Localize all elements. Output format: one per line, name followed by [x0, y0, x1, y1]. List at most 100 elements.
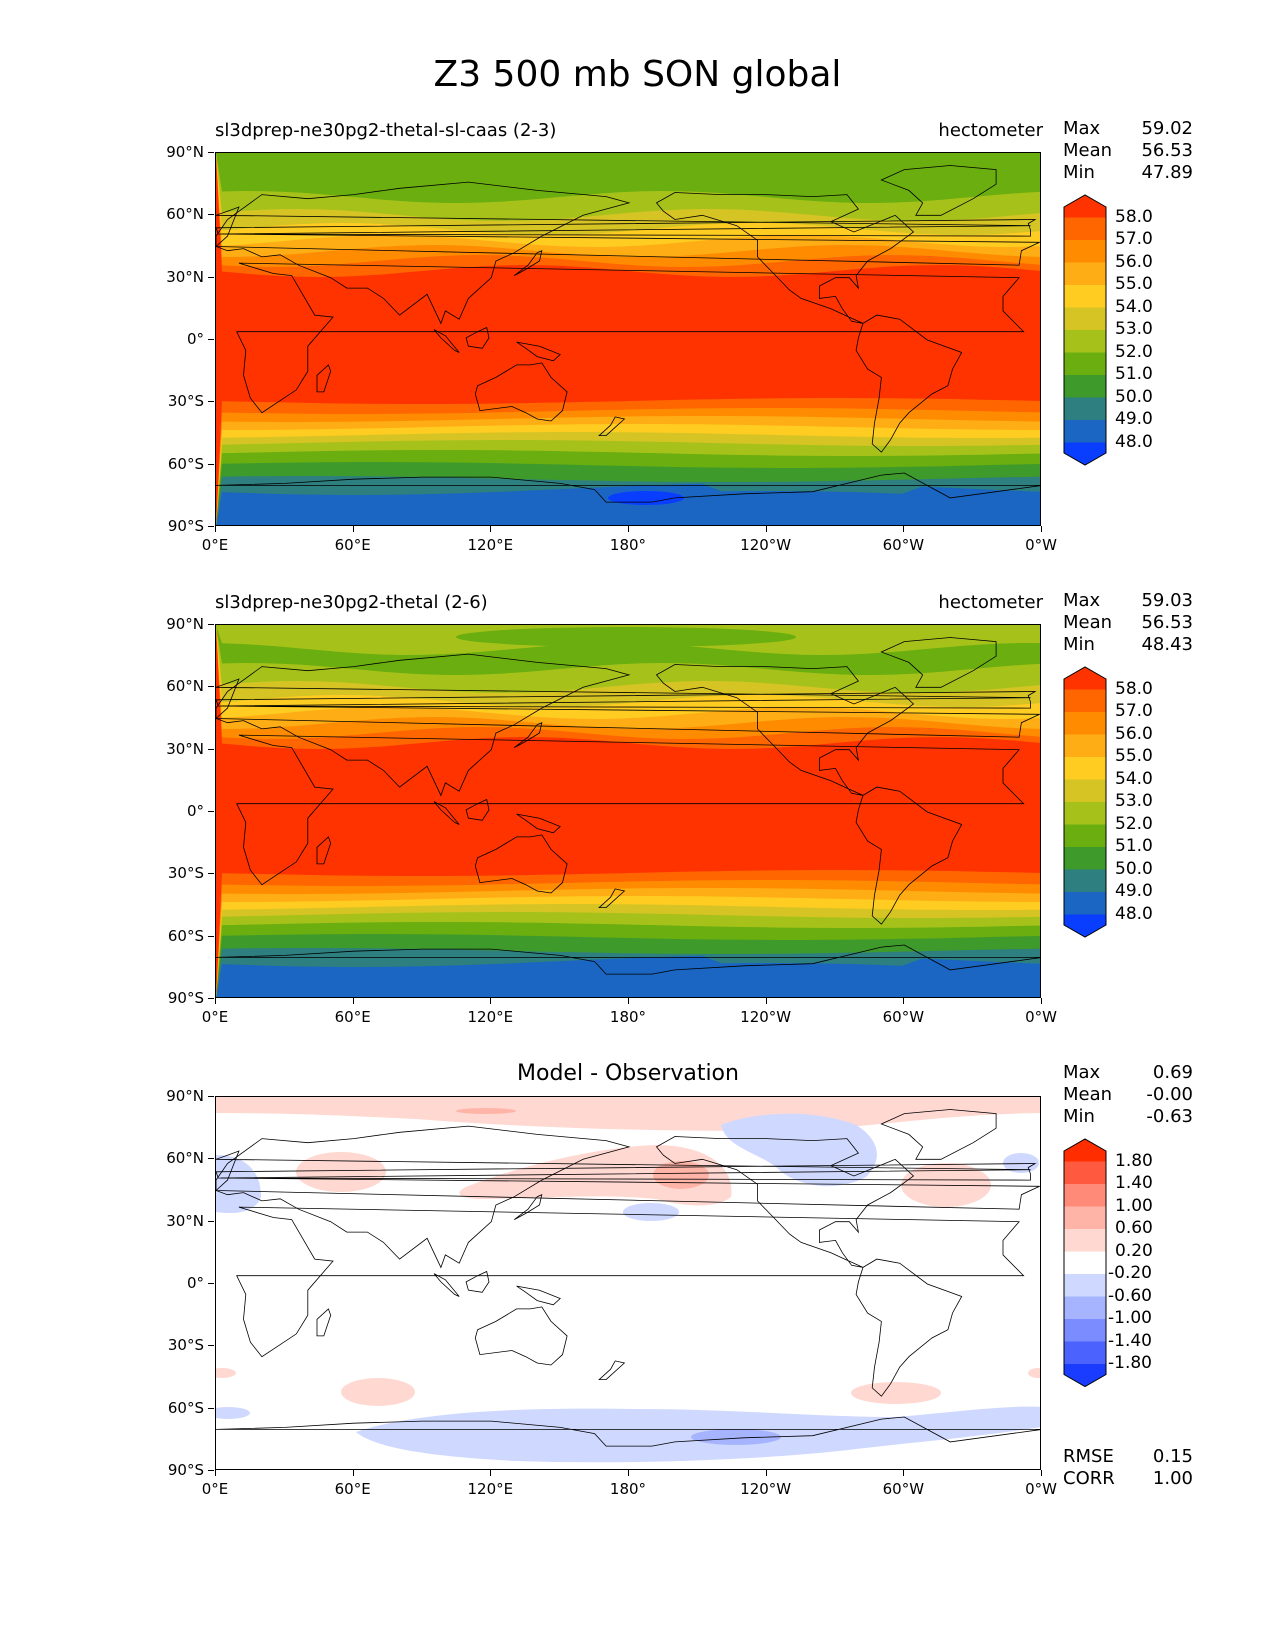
colorbar-label: 53.0	[1115, 319, 1153, 339]
x-tick	[215, 526, 216, 532]
colorbar-segment	[1064, 734, 1106, 757]
coastline-africa	[236, 262, 1025, 414]
y-tick-label: 30°S	[167, 392, 204, 411]
coastline-africa	[236, 1206, 1025, 1358]
y-tick	[208, 463, 214, 465]
x-tick-label: 120°W	[740, 1480, 792, 1498]
x-tick-label: 0°W	[1025, 1480, 1057, 1498]
coastline-nz	[598, 888, 626, 909]
x-tick	[903, 526, 905, 532]
colorbar-label: 0.60	[1115, 1218, 1153, 1238]
y-tick	[208, 873, 214, 875]
coastline-namerica	[655, 192, 915, 324]
colorbar-segment	[1064, 240, 1106, 263]
colorbar-segment	[1064, 689, 1106, 712]
colorbar-label: 57.0	[1115, 701, 1153, 721]
corr-value: 1.00	[1152, 1468, 1193, 1489]
coastline-eurasia	[216, 653, 631, 797]
corr-label: CORR	[1063, 1468, 1115, 1489]
coastline-japan	[514, 722, 543, 748]
colorbar-segment	[1064, 802, 1106, 825]
x-tick	[352, 1470, 354, 1476]
x-tick-label: 180°	[609, 1480, 647, 1498]
colorbar-label: 1.00	[1115, 1195, 1153, 1216]
panel-title: sl3dprep-ne30pg2-thetal (2-6)	[215, 592, 488, 613]
y-tick-label: 30°N	[166, 1211, 204, 1230]
y-tick-label: 30°S	[167, 1336, 204, 1355]
coastline-eurasia	[216, 1125, 631, 1269]
coastline-nz	[598, 416, 626, 437]
coastline-britain	[216, 1163, 1037, 1181]
y-tick-label: 60°S	[167, 926, 204, 945]
coastline-madagascar	[316, 1308, 332, 1337]
y-tick	[208, 1345, 214, 1347]
colorbar-segment	[1064, 330, 1106, 353]
y-tick-label: 60°S	[167, 1398, 204, 1417]
colorbar-label: -1.40	[1108, 1330, 1152, 1351]
field-band	[459, 1145, 732, 1206]
coastline-britain	[216, 691, 1037, 709]
max-value: 0.69	[1152, 1062, 1193, 1083]
x-tick	[215, 1470, 216, 1476]
colorbar-segment	[1064, 195, 1106, 218]
min-label: Min	[1063, 634, 1095, 655]
coastline-japan	[514, 250, 543, 276]
coastline-antarctica	[216, 944, 1040, 975]
coastline-namerica	[655, 664, 915, 796]
colorbar-outline	[1063, 194, 1107, 466]
colorbar-segment	[1064, 1341, 1106, 1364]
colorbar-label: -0.60	[1108, 1285, 1152, 1306]
coastline-britain	[216, 219, 1037, 237]
x-tick-label: 0°W	[1025, 1008, 1057, 1026]
coastline-eurasia	[216, 181, 631, 325]
figure-title: Z3 500 mb SON global	[433, 54, 842, 95]
x-tick-label: 0°E	[201, 536, 229, 554]
colorbar-segment	[1064, 847, 1106, 870]
coastline-borneo	[465, 1270, 490, 1293]
y-tick	[208, 748, 214, 750]
y-tick	[208, 276, 214, 278]
coastline-borneo	[465, 798, 490, 821]
field-band	[851, 1382, 941, 1404]
coastline-borneo	[465, 326, 490, 349]
y-tick-label: 30°S	[167, 864, 204, 883]
stats-box: Max 59.03 Mean 56.53 Min 48.43	[1063, 590, 1193, 656]
y-tick	[208, 526, 214, 527]
colorbar-outline	[1063, 1138, 1107, 1388]
contour-map	[215, 624, 1041, 998]
min-value: 48.43	[1141, 634, 1193, 655]
coastline-samerica	[855, 314, 963, 453]
colorbar-label: 49.0	[1115, 409, 1153, 429]
x-tick	[352, 526, 354, 532]
y-tick-label: 90°N	[166, 1087, 204, 1105]
x-tick	[1041, 526, 1042, 532]
coastline-antarctica	[216, 1416, 1040, 1447]
colorbar-label: 50.0	[1115, 858, 1153, 879]
coastline-australia	[474, 362, 568, 422]
panel-1: sl3dprep-ne30pg2-thetal-sl-caas (2-3) he…	[0, 118, 1275, 560]
x-tick	[352, 998, 354, 1004]
coastline-greenland	[880, 1109, 997, 1160]
coastline-samerica	[855, 786, 963, 925]
coastline-greenland	[880, 165, 997, 216]
coastline-namerica	[655, 1136, 915, 1268]
x-tick-label: 120°E	[467, 1008, 514, 1026]
field-band	[1028, 1368, 1040, 1378]
colorbar-segment	[1064, 307, 1106, 330]
colorbar-segment	[1064, 217, 1106, 240]
field-band	[623, 1203, 679, 1221]
field-band	[1003, 1153, 1039, 1173]
colorbar-label: -0.20	[1108, 1263, 1152, 1283]
y-tick	[208, 811, 214, 812]
max-label: Max	[1063, 1062, 1101, 1083]
colorbar-label: 55.0	[1115, 746, 1153, 766]
colorbar-label: 52.0	[1115, 341, 1153, 362]
y-tick-label: 0°	[186, 1274, 204, 1292]
x-tick-label: 180°	[609, 536, 647, 554]
colorbar-label: 49.0	[1115, 881, 1153, 901]
y-tick-label: 90°N	[166, 143, 204, 161]
colorbar-segment	[1064, 712, 1106, 735]
x-tick-label: 180°	[609, 1008, 647, 1026]
y-tick	[208, 998, 214, 999]
colorbar-segment	[1064, 1251, 1106, 1274]
